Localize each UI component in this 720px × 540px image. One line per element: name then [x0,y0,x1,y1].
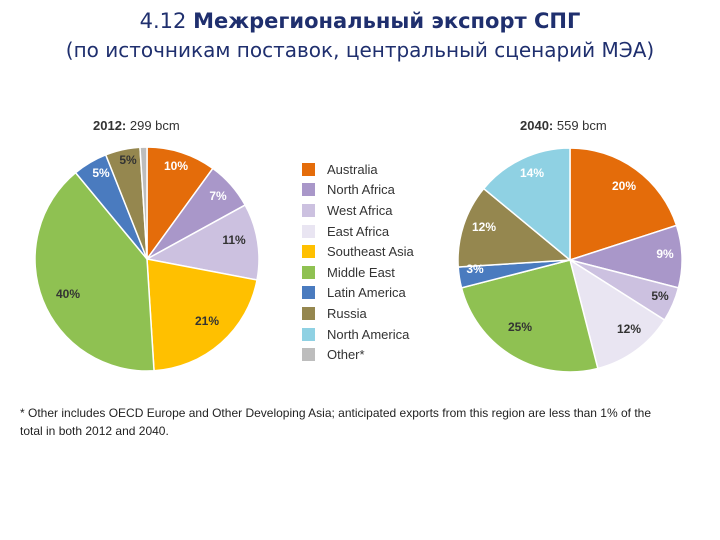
pie-2012-year: 2012: [93,118,127,133]
pie-2012-slice-other [139,146,148,260]
legend-item-russia: Russia [302,303,414,324]
title-number: 4.12 [139,9,187,33]
pie-2040-label-north-africa: 9% [656,247,674,261]
legend-label: North America [327,326,410,342]
pie-2040-slice-russia [457,187,572,268]
legend-item-australia: Australia [302,159,414,180]
chart-legend: Australia North Africa West Africa East Afr… [302,159,414,365]
pie-2012-slice-west-africa [144,204,260,281]
legend-label: Southeast Asia [327,244,414,260]
legend-item-north-america: North America [302,324,414,345]
pie-2012-slice-southeast-asia [146,258,258,372]
pie-2040-label-australia: 20% [612,179,636,193]
legend-item-east-africa: East Africa [302,221,414,242]
legend-label: East Africa [327,223,390,239]
legend-swatch [302,224,315,238]
legend-item-west-africa: West Africa [302,200,414,221]
legend-item-southeast-asia: Southeast Asia [302,241,414,262]
legend-label: Russia [327,305,367,321]
pie-2040-slice-east-africa [568,258,666,370]
title-text: Межрегиональный экспорт СПГ [193,9,581,33]
pie-2012-label-southeast-asia: 21% [195,314,219,328]
legend-swatch [302,203,315,217]
pie-2040-volume: 559 bcm [556,118,607,133]
page-subtitle: (по источникам поставок, центральный сце… [65,38,655,62]
legend-swatch [302,183,315,197]
pie-2012-label-middle-east: 40% [56,287,80,301]
legend-label: Other* [327,347,365,363]
pie-2040-slice-australia [569,147,678,262]
pie-2040-label-middle-east: 25% [508,320,532,334]
legend-swatch [302,327,315,341]
pie-2040-label-north-america: 14% [520,166,544,180]
footnote-line-1: * Other includes OECD Europe and Other D… [20,406,652,420]
pie-2012-label-latin-america: 5% [92,166,110,180]
legend-swatch [302,162,315,176]
page-title: 4.12 Межрегиональный экспорт СПГ [0,9,720,33]
legend-item-latin-america: Latin America [302,283,414,304]
legend-swatch [302,348,315,362]
legend-label: Latin America [327,285,406,301]
footnote: * Other includes OECD Europe and Other D… [20,404,710,440]
pie-2012-label-australia: 10% [164,159,188,173]
pie-2040-title: 2040: 559 bcm [520,118,607,133]
pie-2012-label-north-africa: 7% [209,189,227,203]
pie-2040-label-east-africa: 12% [617,322,641,336]
pie-2012-label-west-africa: 11% [222,233,246,247]
legend-label: North Africa [327,182,395,198]
legend-swatch [302,306,315,320]
pie-2012-title: 2012: 299 bcm [93,118,180,133]
legend-swatch [302,245,315,259]
legend-label: Middle East [327,264,395,280]
pie-2040-label-west-africa: 5% [651,289,669,303]
pie-2040-year: 2040: [520,118,554,133]
pie-2012-volume: 299 bcm [129,118,180,133]
pie-2040-label-latin-america: 3% [466,262,484,276]
pie-2012-label-russia: 5% [119,153,137,167]
pie-2012-slice-middle-east [34,171,155,372]
footnote-line-2: total in both 2012 and 2040. [20,424,169,438]
legend-label: West Africa [327,202,393,218]
legend-item-north-africa: North Africa [302,180,414,201]
legend-swatch [302,265,315,279]
legend-swatch [302,286,315,300]
legend-item-other: Other* [302,344,414,365]
pie-2040-slice-north-america [482,147,571,262]
legend-item-middle-east: Middle East [302,262,414,283]
pie-2040-slice-middle-east [460,259,599,373]
pie-2040-label-russia: 12% [472,220,496,234]
legend-label: Australia [327,161,378,177]
